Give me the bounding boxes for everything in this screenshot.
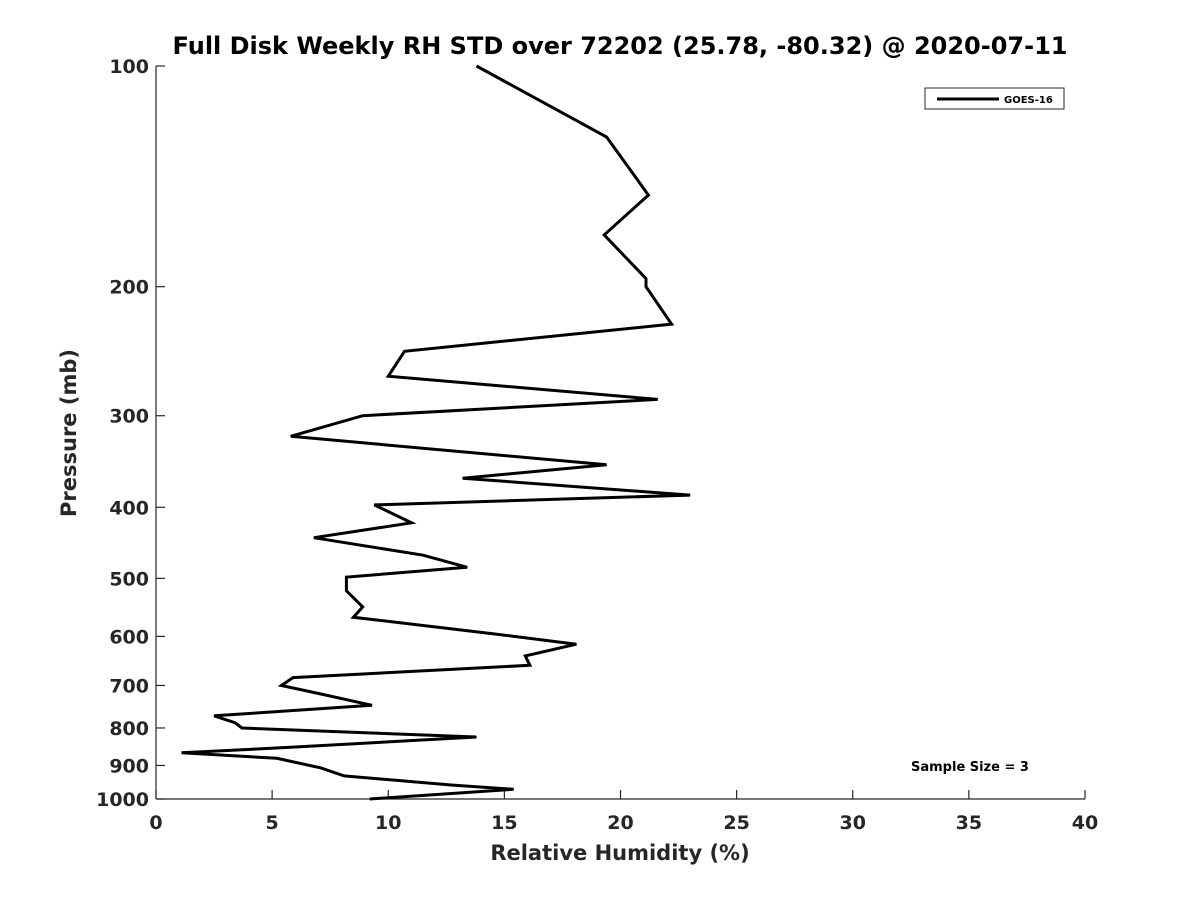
chart-title: Full Disk Weekly RH STD over 72202 (25.7… xyxy=(173,32,1068,60)
y-ticks: 100 200 300 400 500 600 700 800 900 1000 xyxy=(96,56,165,811)
x-tick-label: 25 xyxy=(723,812,749,834)
x-tick-label: 0 xyxy=(149,812,162,834)
x-tick-label: 30 xyxy=(840,812,866,834)
y-tick-label: 200 xyxy=(109,277,149,299)
series-layer xyxy=(181,64,691,801)
x-tick-label: 35 xyxy=(956,812,982,834)
legend: GOES-16 xyxy=(924,87,1065,110)
x-axis-label: Relative Humidity (%) xyxy=(490,841,749,865)
y-tick-label: 1000 xyxy=(96,789,149,811)
x-tick-label: 40 xyxy=(1072,812,1098,834)
y-tick-label: 400 xyxy=(109,497,149,519)
x-ticks: 0 5 10 15 20 25 30 35 40 xyxy=(149,790,1098,834)
y-tick-label: 700 xyxy=(109,675,149,697)
y-tick-label: 100 xyxy=(109,56,149,78)
y-tick-label: 300 xyxy=(109,406,149,428)
y-tick-label: 800 xyxy=(109,718,149,740)
y-tick-label: 600 xyxy=(109,626,149,648)
x-tick-label: 20 xyxy=(607,812,633,834)
series-line-goes-16 xyxy=(181,64,691,801)
x-tick-label: 15 xyxy=(491,812,517,834)
y-tick-label: 500 xyxy=(109,568,149,590)
x-tick-label: 5 xyxy=(266,812,279,834)
legend-label-goes-16: GOES-16 xyxy=(1004,95,1053,106)
sample-size-annotation: Sample Size = 3 xyxy=(911,760,1029,775)
y-axis-label: Pressure (mb) xyxy=(57,349,81,517)
x-tick-label: 10 xyxy=(375,812,401,834)
y-tick-label: 900 xyxy=(109,755,149,777)
